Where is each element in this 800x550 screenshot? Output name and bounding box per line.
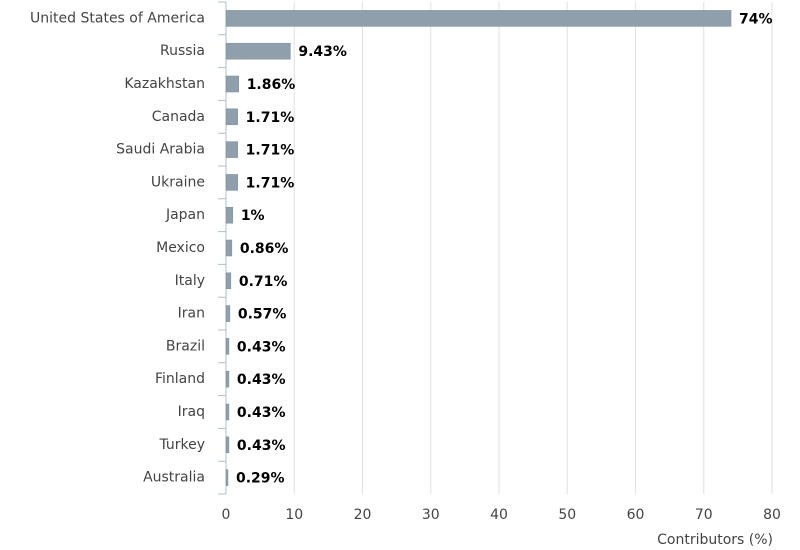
value-label: 0.43%	[237, 438, 286, 454]
x-tick-label: 40	[490, 507, 508, 523]
bar	[225, 436, 230, 454]
value-label: 0.29%	[236, 471, 285, 487]
value-label: 1.71%	[246, 175, 295, 191]
x-tick-label: 30	[422, 507, 440, 523]
bar	[225, 42, 291, 60]
bar	[225, 239, 233, 257]
y-tick-label: Mexico	[156, 240, 205, 256]
x-tick-label: 0	[222, 507, 231, 523]
y-tick-label: Finland	[155, 371, 205, 387]
bar	[225, 174, 238, 191]
value-label: 1.86%	[247, 77, 296, 93]
value-label: 0.43%	[237, 372, 286, 388]
y-tick-label: Ukraine	[151, 174, 205, 190]
bar	[225, 338, 230, 355]
x-tick-label: 10	[285, 507, 303, 523]
y-tick-label: Russia	[160, 43, 205, 59]
value-label: 74%	[739, 11, 773, 27]
bar	[225, 272, 232, 290]
y-tick-label: Turkey	[158, 437, 205, 453]
y-tick-label: Canada	[152, 109, 205, 125]
y-tick-label: United States of America	[30, 10, 205, 26]
x-axis-title: Contributors (%)	[657, 532, 773, 548]
x-tick-label: 20	[354, 507, 372, 523]
x-tick-label: 80	[763, 507, 781, 523]
value-label: 0.71%	[239, 274, 288, 290]
y-tick-label: Australia	[143, 470, 205, 486]
bar	[225, 108, 238, 126]
value-label: 1%	[241, 208, 265, 224]
y-tick-label: Iran	[178, 306, 205, 322]
value-label: 1.71%	[246, 110, 295, 126]
bar	[225, 206, 234, 224]
bar	[225, 305, 231, 322]
y-tick-label: Brazil	[166, 338, 205, 354]
value-label: 0.43%	[237, 339, 286, 355]
value-label: 0.57%	[238, 307, 287, 323]
bar	[225, 141, 238, 158]
value-label: 1.71%	[246, 143, 295, 159]
x-tick-label: 50	[558, 507, 576, 523]
bar	[225, 469, 229, 486]
value-label: 0.86%	[240, 241, 289, 257]
x-tick-label: 60	[627, 507, 645, 523]
y-tick-label: Japan	[165, 207, 205, 223]
x-tick-label: 70	[695, 507, 713, 523]
value-label: 0.43%	[237, 405, 286, 421]
bar	[225, 403, 230, 421]
value-label: 9.43%	[298, 44, 347, 60]
bar	[225, 75, 239, 93]
bar	[225, 10, 732, 27]
y-tick-label: Iraq	[178, 404, 205, 420]
y-tick-label: Kazakhstan	[124, 76, 205, 92]
y-tick-label: Saudi Arabia	[116, 142, 205, 158]
bar	[225, 370, 230, 388]
y-tick-label: Italy	[175, 273, 205, 289]
